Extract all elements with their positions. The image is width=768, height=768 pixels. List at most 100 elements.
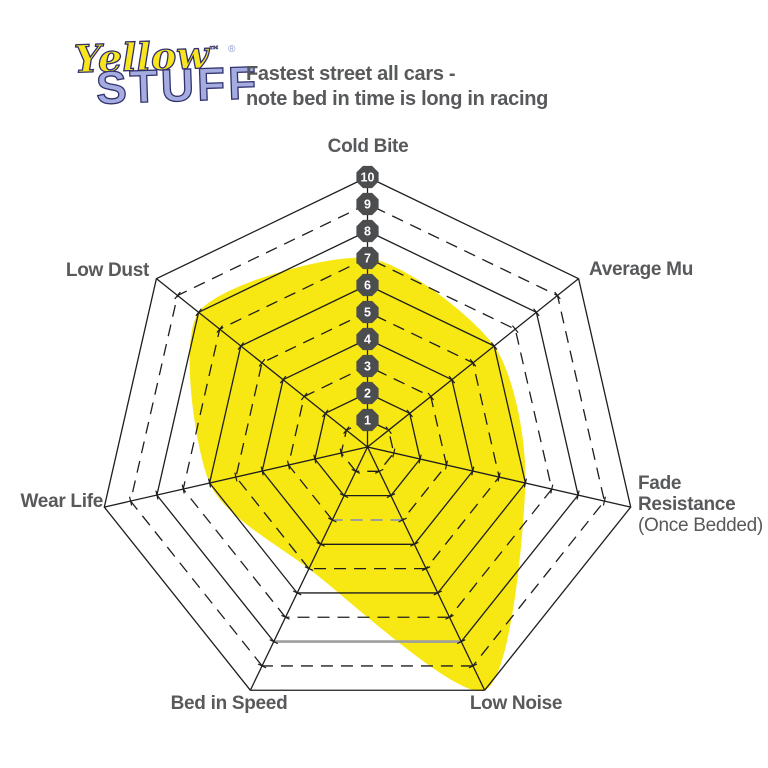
scale-badge-number: 1 <box>364 414 371 428</box>
caption-line-1: Fastest street all cars - <box>246 63 456 85</box>
scale-badge-shape <box>356 165 379 189</box>
axis-tick <box>155 490 159 500</box>
axis-tick <box>406 409 413 418</box>
fade-label-line-1: Fade <box>638 473 682 494</box>
axis-tick <box>418 454 422 464</box>
axis-tick <box>398 517 407 523</box>
axis-tick <box>469 358 477 367</box>
scale-badge-8: 8 <box>356 219 379 243</box>
scale-badge-1: 1 <box>356 408 379 432</box>
scale-badge-shape <box>356 381 379 405</box>
axis-tick <box>322 409 329 418</box>
axis-tick <box>554 291 561 300</box>
axis-tick <box>279 375 287 384</box>
axis-tick <box>468 663 478 669</box>
axis-tick <box>237 342 245 350</box>
axis-tick <box>260 466 264 476</box>
axis-tick <box>343 426 350 435</box>
axis-tick <box>313 454 317 464</box>
yellowstuff-logo: Yellow™ STUFF ® <box>40 26 261 134</box>
axis-tick <box>490 342 498 350</box>
axis-tick <box>523 478 528 488</box>
axis-tick <box>300 392 308 401</box>
axis-tick <box>316 541 325 547</box>
axis-tick <box>456 639 466 645</box>
scale-badge-shape <box>356 327 379 351</box>
axis-tick <box>427 392 435 401</box>
registered-symbol: ® <box>228 44 236 55</box>
scale-badge-shape <box>356 354 379 378</box>
axis-tick <box>444 460 449 470</box>
scale-badge-shape <box>356 408 379 432</box>
scale-badge-3: 3 <box>356 354 379 378</box>
axis-tick <box>433 590 443 596</box>
axis-tick <box>421 566 431 572</box>
axis-tick <box>174 291 181 300</box>
axis-tick <box>339 493 349 499</box>
scale-badge-shape <box>356 192 379 216</box>
scale-badge-number: 6 <box>364 279 371 293</box>
scale-badge-shape <box>356 219 379 243</box>
axis-label-low-dust: Low Dust <box>65 260 149 281</box>
axis-label-fade-resistance: Fade Resistance (Once Bedded) <box>638 473 763 536</box>
axis-tick <box>269 639 279 645</box>
scale-badge-number: 7 <box>364 252 371 266</box>
scale-badge-9: 9 <box>356 192 379 216</box>
scale-badge-number: 5 <box>364 306 371 320</box>
axis-label-average-mu: Average Mu <box>589 259 693 280</box>
axis-tick <box>602 496 606 506</box>
axis-tick <box>258 358 266 367</box>
scale-badge-5: 5 <box>356 300 379 324</box>
fade-label-line-3: (Once Bedded) <box>638 515 763 536</box>
fade-label-line-2: Resistance <box>638 494 736 515</box>
axis-tick <box>471 466 475 476</box>
axis-label-low-noise: Low Noise <box>469 693 563 714</box>
axis-tick <box>129 496 133 506</box>
scale-badge-shape <box>356 273 379 297</box>
axis-tick <box>497 472 501 482</box>
axis-tick <box>576 490 580 500</box>
axis-tick <box>195 308 202 317</box>
chart-caption: Fastest street all cars - note bed in ti… <box>246 62 548 112</box>
scale-badge-7: 7 <box>356 246 379 270</box>
scale-badge-number: 10 <box>361 171 375 185</box>
scale-badge-number: 8 <box>364 225 371 239</box>
axis-tick <box>181 484 185 494</box>
scale-badge-number: 3 <box>364 360 371 374</box>
axis-label-wear-life: Wear Life <box>20 491 104 512</box>
axis-tick <box>216 325 224 334</box>
axis-label-cold-bite: Cold Bite <box>327 136 409 157</box>
scale-badge-6: 6 <box>356 273 379 297</box>
data-polygon <box>189 257 526 692</box>
axis-tick <box>339 448 343 458</box>
axis-label-bed-in-speed: Bed in Speed <box>170 693 288 714</box>
scale-badge-shape <box>356 300 379 324</box>
axis-tick <box>511 325 519 334</box>
axis-tick <box>445 614 454 620</box>
scale-badge-number: 2 <box>364 387 371 401</box>
scale-badge-4: 4 <box>356 327 379 351</box>
axis-tick <box>257 663 267 669</box>
axis-tick <box>234 472 238 482</box>
axis-tick <box>304 566 314 572</box>
scale-badge-number: 4 <box>364 333 371 347</box>
axis-tick <box>351 468 361 474</box>
axis-tick <box>385 426 392 435</box>
axis-tick <box>448 375 456 384</box>
axis-tick <box>281 614 290 620</box>
scale-badge-shape <box>356 246 379 270</box>
caption-line-2: note bed in time is long in racing <box>246 88 549 110</box>
axis-tick <box>292 590 302 596</box>
axis-tick <box>386 493 396 499</box>
scale-badge-2: 2 <box>356 381 379 405</box>
axis-tick <box>410 541 419 547</box>
axis-tick <box>550 484 554 494</box>
axis-tick <box>374 468 384 474</box>
axis-tick <box>286 460 291 470</box>
axis-tick <box>533 308 540 317</box>
axis-tick <box>328 517 337 523</box>
axis-tick <box>392 448 396 458</box>
scale-badge-10: 10 <box>356 165 379 189</box>
